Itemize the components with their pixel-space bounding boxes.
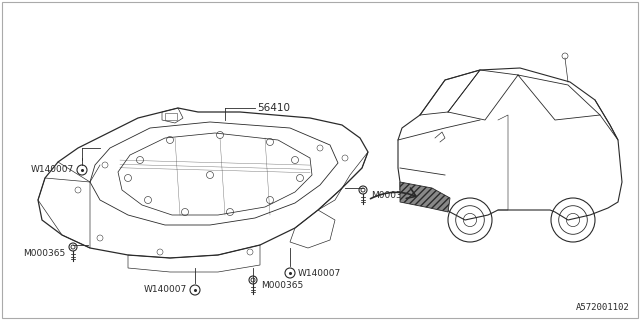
Text: M000365: M000365 — [371, 191, 413, 201]
Text: A572001102: A572001102 — [576, 303, 630, 312]
Text: W140007: W140007 — [31, 165, 74, 174]
Text: W140007: W140007 — [298, 268, 341, 277]
Text: M000365: M000365 — [23, 249, 65, 258]
Bar — [165, 113, 177, 120]
Polygon shape — [400, 182, 450, 212]
Text: M000365: M000365 — [261, 282, 303, 291]
FancyArrowPatch shape — [371, 188, 416, 199]
Text: W140007: W140007 — [144, 285, 187, 294]
Text: 56410: 56410 — [257, 103, 290, 113]
